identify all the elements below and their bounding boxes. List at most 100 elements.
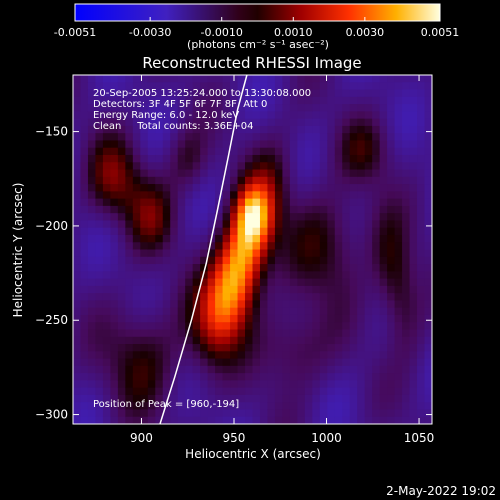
heatmap-cell bbox=[349, 314, 358, 323]
heatmap-cell bbox=[334, 140, 343, 149]
heatmap-cell bbox=[319, 416, 328, 424]
heatmap-cell bbox=[95, 96, 104, 105]
heatmap-cell bbox=[274, 96, 284, 105]
heatmap-cell bbox=[73, 387, 82, 396]
heatmap-cell bbox=[140, 176, 149, 185]
heatmap-cell bbox=[230, 191, 239, 200]
heatmap-cell bbox=[319, 329, 328, 338]
heatmap-cell bbox=[132, 162, 141, 171]
heatmap-cell bbox=[215, 111, 224, 120]
heatmap-cell bbox=[102, 285, 111, 294]
heatmap-cell bbox=[192, 213, 201, 222]
heatmap-cell bbox=[402, 227, 411, 236]
heatmap-cell bbox=[409, 344, 418, 352]
heatmap-cell bbox=[147, 75, 156, 83]
heatmap-cell bbox=[140, 89, 149, 98]
heatmap-cell bbox=[170, 111, 179, 120]
heatmap-cell bbox=[282, 125, 291, 134]
heatmap-cell bbox=[185, 227, 194, 236]
heatmap-cell bbox=[207, 307, 216, 316]
heatmap-cell bbox=[147, 365, 156, 374]
heatmap-cell bbox=[334, 300, 343, 309]
heatmap-cell bbox=[274, 133, 284, 142]
heatmap-cell bbox=[312, 220, 321, 229]
heatmap-cell bbox=[117, 169, 126, 178]
heatmap-cell bbox=[207, 416, 216, 424]
heatmap-cell bbox=[402, 147, 411, 156]
heatmap-cell bbox=[207, 154, 216, 163]
heatmap-cell bbox=[132, 256, 141, 265]
heatmap-cell bbox=[357, 314, 366, 323]
heatmap-cell bbox=[252, 278, 261, 287]
heatmap-cell bbox=[297, 256, 306, 265]
heatmap-cell bbox=[267, 220, 276, 229]
heatmap-cell bbox=[215, 409, 224, 418]
heatmap-cell bbox=[155, 176, 164, 185]
heatmap-cell bbox=[245, 322, 254, 331]
heatmap-cell bbox=[207, 314, 216, 323]
heatmap-cell bbox=[312, 162, 321, 171]
heatmap-cell bbox=[409, 96, 418, 105]
heatmap-cell bbox=[125, 365, 134, 374]
heatmap-cell bbox=[409, 227, 418, 236]
heatmap-cell bbox=[215, 358, 224, 367]
heatmap-cell bbox=[342, 205, 351, 214]
heatmap-cell bbox=[417, 344, 426, 352]
heatmap-cell bbox=[170, 96, 179, 105]
heatmap-cell bbox=[267, 373, 276, 381]
heatmap-cell bbox=[334, 307, 343, 316]
heatmap-cell bbox=[402, 373, 411, 381]
heatmap-cell bbox=[73, 373, 82, 381]
heatmap-cell bbox=[230, 293, 239, 301]
heatmap-cell bbox=[274, 402, 284, 411]
heatmap-cell bbox=[192, 140, 201, 149]
heatmap-cell bbox=[200, 409, 209, 418]
heatmap-cell bbox=[417, 336, 426, 345]
heatmap-cell bbox=[177, 176, 186, 185]
heatmap-cell bbox=[282, 264, 291, 272]
heatmap-cell bbox=[297, 96, 306, 105]
heatmap-cell bbox=[319, 111, 328, 120]
heatmap-cell bbox=[394, 89, 403, 98]
heatmap-cell bbox=[252, 169, 261, 178]
heatmap-cell bbox=[177, 125, 186, 134]
heatmap-cell bbox=[327, 285, 336, 294]
heatmap-cell bbox=[147, 89, 156, 98]
heatmap-cell bbox=[177, 380, 186, 389]
heatmap-cell bbox=[192, 409, 201, 418]
heatmap-cell bbox=[417, 314, 426, 323]
heatmap-cell bbox=[297, 198, 306, 207]
heatmap-cell bbox=[312, 140, 321, 149]
heatmap-cell bbox=[297, 416, 306, 424]
heatmap-cell bbox=[349, 220, 358, 229]
heatmap-cell bbox=[185, 234, 194, 243]
heatmap-cell bbox=[342, 300, 351, 309]
heatmap-cell bbox=[215, 89, 224, 98]
heatmap-cell bbox=[192, 104, 201, 112]
heatmap-cell bbox=[387, 96, 396, 105]
heatmap-cell bbox=[185, 344, 194, 352]
heatmap-cell bbox=[200, 256, 209, 265]
heatmap-cell bbox=[267, 147, 276, 156]
heatmap-cell bbox=[87, 373, 97, 381]
heatmap-cell bbox=[222, 380, 231, 389]
heatmap-cell bbox=[357, 169, 366, 178]
heatmap-cell bbox=[170, 176, 179, 185]
heatmap-cell bbox=[327, 394, 336, 403]
heatmap-cell bbox=[282, 82, 291, 91]
heatmap-cell bbox=[125, 198, 134, 207]
heatmap-cell bbox=[117, 75, 126, 83]
heatmap-cell bbox=[304, 125, 313, 134]
heatmap-cell bbox=[372, 184, 381, 192]
heatmap-cell bbox=[349, 358, 358, 367]
heatmap-cell bbox=[80, 336, 89, 345]
heatmap-cell bbox=[73, 394, 82, 403]
heatmap-cell bbox=[342, 358, 351, 367]
heatmap-cell bbox=[409, 336, 418, 345]
annotation-clean-counts: Clean Total counts: 3.36E+04 bbox=[93, 121, 253, 132]
heatmap-cell bbox=[125, 293, 134, 301]
heatmap-cell bbox=[162, 140, 171, 149]
heatmap-cell bbox=[297, 184, 306, 192]
heatmap-cell bbox=[155, 285, 164, 294]
heatmap-cell bbox=[125, 336, 134, 345]
